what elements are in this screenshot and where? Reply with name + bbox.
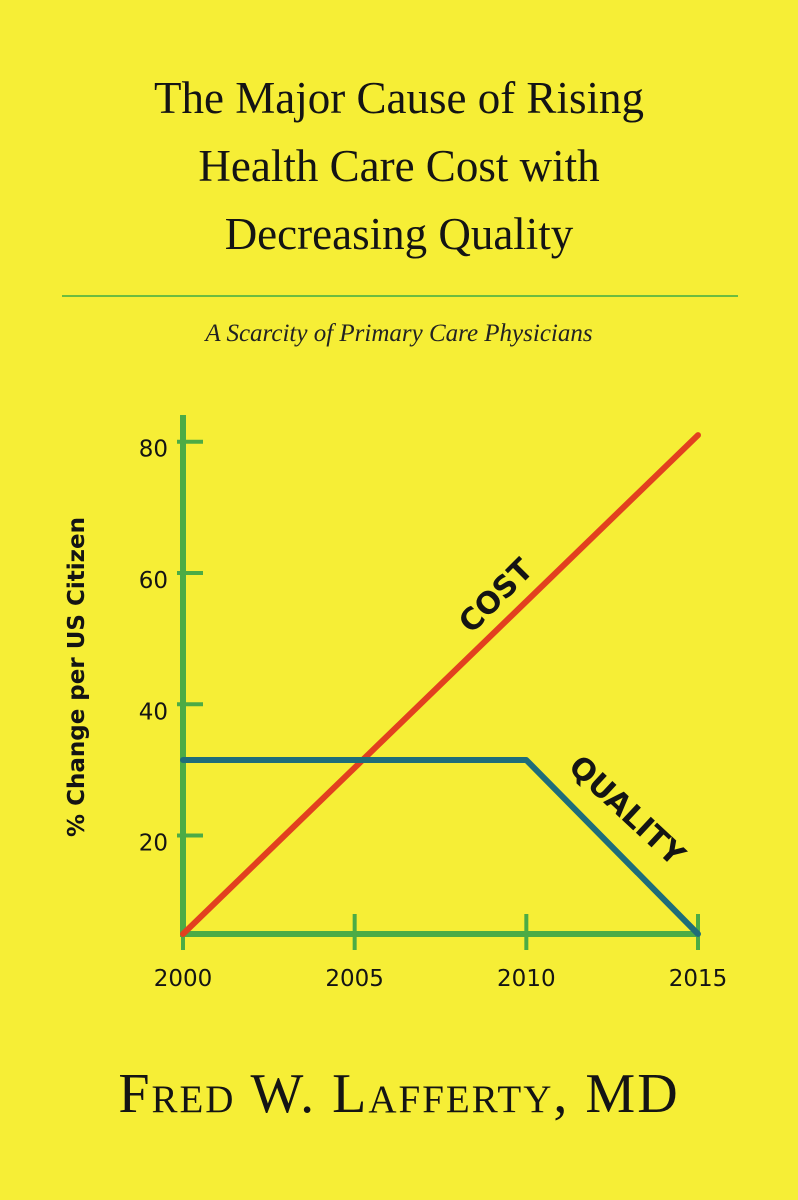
title-line-1: The Major Cause of Rising	[154, 73, 644, 123]
book-title: The Major Cause of Rising Health Care Co…	[0, 64, 798, 268]
title-divider	[62, 295, 738, 297]
x-tick-label-2005: 2005	[325, 966, 384, 992]
x-tick-label-2010: 2010	[497, 966, 556, 992]
y-axis-label: % Change per US Citizen	[64, 517, 90, 837]
series-line-quality	[180, 757, 701, 937]
y-tick-label-80: 80	[139, 437, 168, 463]
y-tick-label-60: 60	[139, 568, 168, 594]
title-line-2: Health Care Cost with	[198, 141, 600, 191]
title-line-3: Decreasing Quality	[224, 209, 574, 259]
series-line-cost	[180, 432, 701, 937]
x-tick-label-2000: 2000	[154, 966, 213, 992]
y-tick-label-40: 40	[139, 699, 168, 725]
y-tick-label-20: 20	[139, 831, 168, 857]
author-name: Fred W. Lafferty, MD	[118, 1063, 680, 1125]
book-subtitle: A Scarcity of Primary Care Physicians	[205, 320, 593, 347]
x-tick-label-2015: 2015	[669, 966, 728, 992]
